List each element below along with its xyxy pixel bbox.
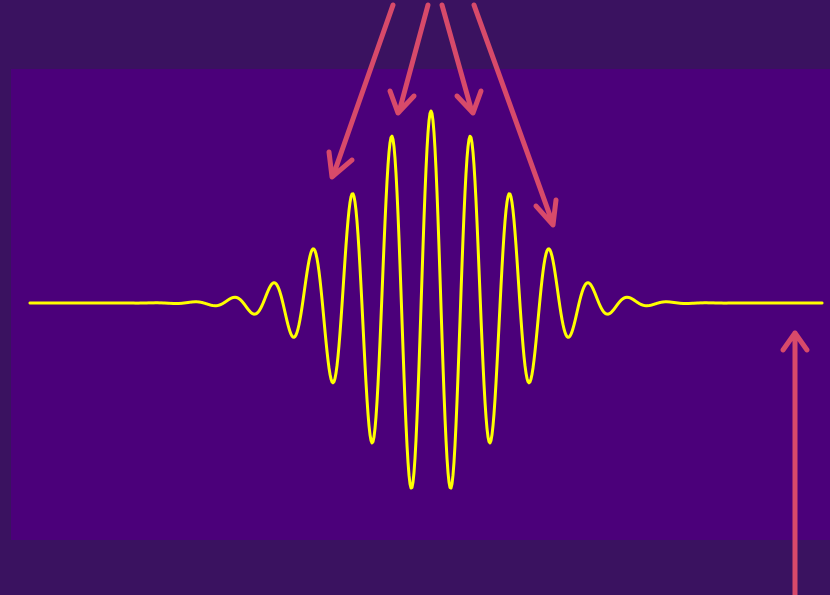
- annotation-arrows: [326, 2, 810, 595]
- arrow-icon: [387, 2, 431, 116]
- arrow-icon: [780, 330, 810, 595]
- arrow-icon: [439, 2, 484, 116]
- arrow-icon: [471, 2, 559, 228]
- wave-packet-waveform: [28, 109, 824, 490]
- arrow-icon: [326, 2, 396, 180]
